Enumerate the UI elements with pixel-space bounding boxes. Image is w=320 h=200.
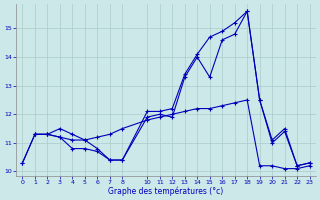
X-axis label: Graphe des températures (°c): Graphe des températures (°c) (108, 186, 224, 196)
